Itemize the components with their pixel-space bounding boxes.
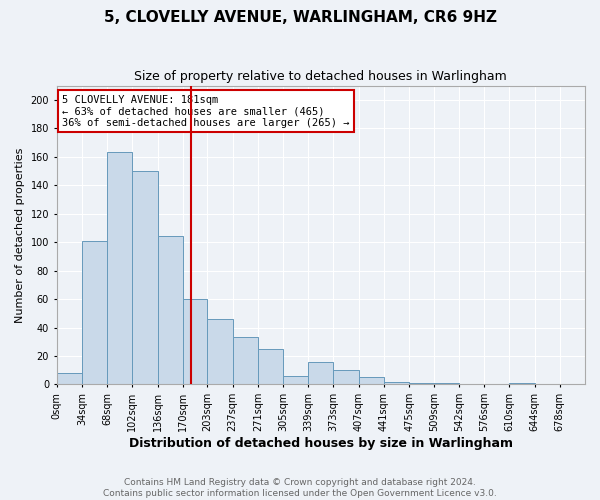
Text: 5, CLOVELLY AVENUE, WARLINGHAM, CR6 9HZ: 5, CLOVELLY AVENUE, WARLINGHAM, CR6 9HZ — [104, 10, 497, 25]
Bar — [509, 383, 535, 384]
Bar — [107, 152, 133, 384]
Bar — [258, 349, 283, 384]
Text: 5 CLOVELLY AVENUE: 181sqm
← 63% of detached houses are smaller (465)
36% of semi: 5 CLOVELLY AVENUE: 181sqm ← 63% of detac… — [62, 94, 349, 128]
Bar — [82, 240, 107, 384]
Bar — [208, 319, 233, 384]
Bar — [56, 373, 82, 384]
Title: Size of property relative to detached houses in Warlingham: Size of property relative to detached ho… — [134, 70, 507, 83]
Bar — [409, 383, 434, 384]
Bar — [308, 362, 334, 384]
Bar — [384, 382, 409, 384]
Bar — [233, 338, 258, 384]
Bar — [183, 299, 208, 384]
X-axis label: Distribution of detached houses by size in Warlingham: Distribution of detached houses by size … — [129, 437, 513, 450]
Bar — [158, 236, 183, 384]
Bar — [359, 378, 384, 384]
Bar — [334, 370, 359, 384]
Text: Contains HM Land Registry data © Crown copyright and database right 2024.
Contai: Contains HM Land Registry data © Crown c… — [103, 478, 497, 498]
Bar — [283, 376, 308, 384]
Y-axis label: Number of detached properties: Number of detached properties — [15, 148, 25, 322]
Bar — [133, 171, 158, 384]
Bar — [434, 383, 459, 384]
